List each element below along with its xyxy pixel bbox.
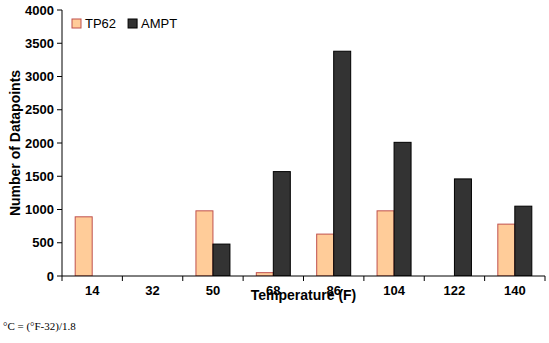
bar: [377, 211, 394, 276]
bar: [273, 172, 290, 276]
x-tick-label: 140: [504, 283, 526, 298]
bar: [454, 179, 471, 276]
bar: [213, 244, 230, 276]
y-tick-label: 0: [47, 269, 54, 284]
x-tick: [182, 276, 183, 281]
x-tick: [545, 276, 546, 281]
bar: [334, 51, 351, 276]
legend-label: AMPT: [141, 16, 177, 31]
chart: 0500100015002000250030003500400014325068…: [0, 0, 549, 343]
y-tick: [57, 276, 62, 277]
bar: [498, 224, 515, 276]
y-tick: [57, 109, 62, 110]
y-tick: [57, 242, 62, 243]
y-tick-label: 1000: [25, 202, 54, 217]
x-tick: [243, 276, 244, 281]
y-tick-label: 2500: [25, 102, 54, 117]
y-tick: [57, 143, 62, 144]
legend-swatch: [128, 19, 137, 28]
y-tick: [57, 176, 62, 177]
x-tick: [424, 276, 425, 281]
x-tick-label: 32: [145, 283, 159, 298]
bar: [394, 142, 411, 276]
y-tick: [57, 76, 62, 77]
bar: [75, 217, 92, 276]
legend-swatch: [72, 19, 81, 28]
y-tick: [57, 10, 62, 11]
bar: [317, 234, 334, 276]
x-tick: [122, 276, 123, 281]
y-tick-label: 3500: [25, 36, 54, 51]
bar: [196, 211, 213, 276]
y-axis-label: Number of Datapoints: [7, 70, 23, 216]
x-tick: [62, 276, 63, 281]
y-tick-label: 1500: [25, 169, 54, 184]
y-tick-label: 2000: [25, 136, 54, 151]
annotation: °C = (°F-32)/1.8: [3, 320, 76, 333]
x-tick-label: 14: [85, 283, 100, 298]
x-tick: [484, 276, 485, 281]
x-tick: [363, 276, 364, 281]
legend: TP62 AMPT: [72, 16, 177, 31]
x-tick-label: 104: [383, 283, 405, 298]
y-tick: [57, 43, 62, 44]
legend-label: TP62: [85, 16, 116, 31]
y-tick-label: 3000: [25, 69, 54, 84]
y-tick-label: 500: [32, 235, 54, 250]
x-tick-label: 122: [444, 283, 466, 298]
x-tick: [303, 276, 304, 281]
y-tick: [57, 209, 62, 210]
x-axis-label: Temperature (F): [251, 287, 357, 303]
x-tick-label: 50: [206, 283, 220, 298]
bars: [75, 51, 532, 276]
bar: [515, 206, 532, 276]
y-tick-label: 4000: [25, 3, 54, 18]
